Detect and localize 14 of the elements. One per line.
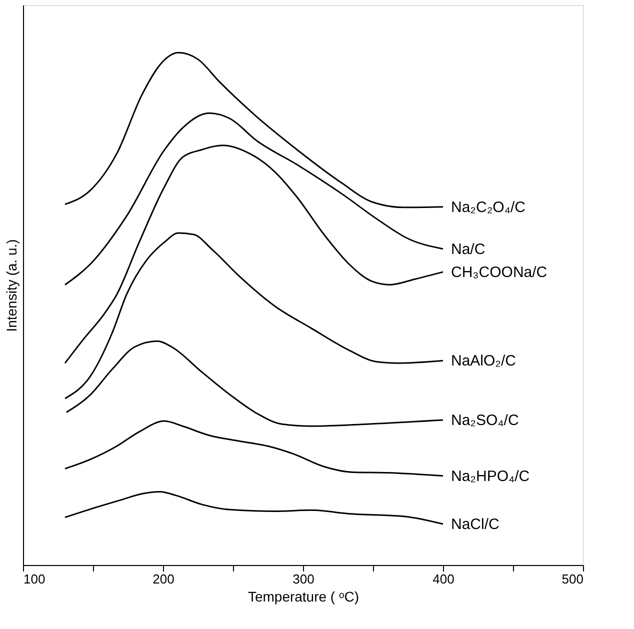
- series-label: NaCl/C: [451, 516, 500, 534]
- series-label: Na₂C₂O₄/C: [451, 198, 526, 216]
- series-label: NaAlO₂/C: [451, 352, 516, 370]
- x-tick-label: 100: [24, 572, 46, 586]
- x-axis-title: Temperature ( ᵒC): [248, 588, 360, 604]
- x-tick-label: 300: [292, 572, 314, 586]
- series-label: Na/C: [451, 240, 486, 258]
- x-tick-label: 200: [152, 572, 174, 586]
- series-label: CH₃COONa/C: [451, 264, 548, 281]
- series-label: Na₂SO₄/C: [451, 412, 519, 430]
- x-tick-label: 400: [432, 572, 454, 586]
- x-tick-label: 500: [562, 572, 584, 586]
- y-axis-title: Intensity (a. u.): [4, 239, 20, 332]
- series-label: Na₂HPO₄/C: [451, 468, 530, 485]
